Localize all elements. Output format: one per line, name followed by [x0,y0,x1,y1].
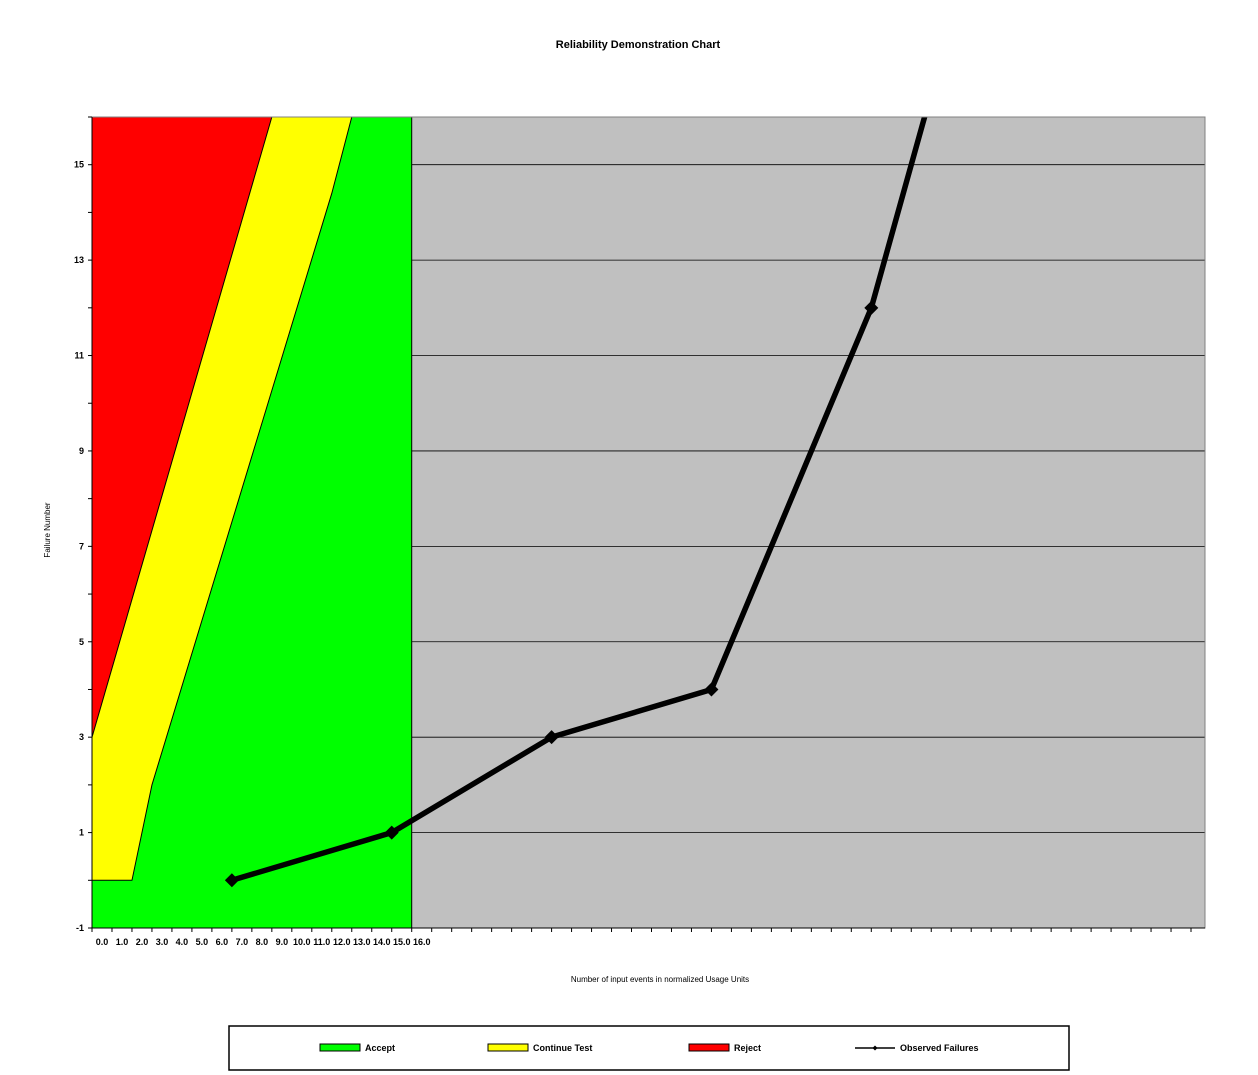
x-tick-label: 15.0 [393,937,411,947]
x-tick-label: 16.0 [413,937,431,947]
y-tick-label: 3 [79,732,84,742]
region-accept [92,117,412,928]
x-tick-label: 6.0 [216,937,229,947]
chart-title: Reliability Demonstration Chart [556,39,721,51]
y-tick-label: -1 [76,923,84,933]
y-tick-label: 11 [74,351,84,361]
legend-label-observed-failures: Observed Failures [900,1043,979,1053]
legend-swatch-continue-test [487,1043,529,1052]
reject-boundary-line [92,117,273,738]
x-tick-label: 8.0 [256,937,269,947]
x-tick-label: 12.0 [333,937,351,947]
legend-box [228,1025,1070,1071]
x-tick-label: 7.0 [236,937,249,947]
accept-boundary-line [92,117,353,881]
data-point [544,730,559,745]
x-tick-label: 0.0 [96,937,109,947]
x-tick-label: 10.0 [293,937,311,947]
legend-marker [872,1045,878,1051]
legend-swatch-reject [688,1043,730,1052]
x-tick-label: 9.0 [276,937,289,947]
x-tick-label: 4.0 [176,937,189,947]
x-tick-label: 2.0 [136,937,149,947]
x-tick-label: 13.0 [353,937,371,947]
data-point [704,682,719,697]
y-tick-label: 15 [74,160,84,170]
y-tick-label: 5 [79,637,84,647]
y-axis-label: Failure Number [43,502,52,557]
legend-swatch-accept [319,1043,361,1052]
x-tick-label: 1.0 [116,937,129,947]
legend-label-reject: Reject [734,1043,761,1053]
data-point [864,300,879,315]
y-tick-label: 1 [79,828,84,838]
data-point [384,825,399,840]
x-tick-label: 5.0 [196,937,209,947]
x-tick-label: 14.0 [373,937,391,947]
y-tick-label: 13 [74,255,84,265]
region-continue-test [92,117,352,881]
series-observed-failures-line [231,117,928,883]
data-point [224,873,239,888]
y-tick-label: 9 [79,446,84,456]
y-tick-label: 7 [79,541,84,551]
legend-label-accept: Accept [365,1043,395,1053]
legend-label-continue-test: Continue Test [533,1043,592,1053]
x-axis-label: Number of input events in normalized Usa… [571,975,749,984]
x-tick-label: 3.0 [156,937,169,947]
x-tick-label: 11.0 [313,937,330,947]
